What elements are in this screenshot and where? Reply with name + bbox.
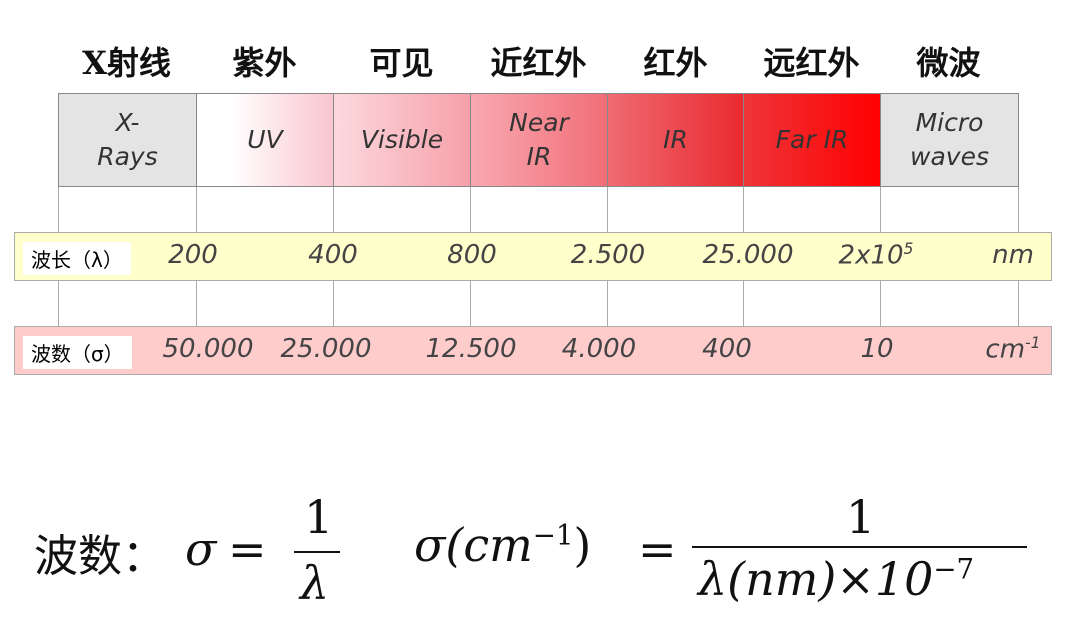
header-label: 红外: [643, 44, 708, 82]
wavenumber-value: 400: [702, 334, 752, 364]
wavelength-value: 400: [308, 240, 358, 270]
value-sup: -1: [1025, 334, 1041, 352]
value-base: cm: [985, 334, 1026, 365]
formula-lhs: σ: [185, 522, 217, 576]
formula2-lhs: σ(cm−1): [414, 518, 591, 572]
grid-line: [880, 187, 881, 232]
header-label: 近红外: [490, 44, 587, 82]
band-box: Visible: [333, 93, 471, 187]
wavelength-value: 2x105: [839, 240, 914, 271]
grid-line: [880, 281, 881, 326]
formula-label: 波数：: [34, 531, 166, 582]
grid-line: [743, 281, 744, 326]
wavenumber-value: 50.000: [162, 334, 254, 364]
wavelength-label: 波长（λ）: [23, 242, 131, 275]
wavenumber-label: 波数（σ）: [23, 336, 132, 369]
header-label: 微波: [916, 44, 981, 82]
fraction-bar: [294, 551, 340, 553]
wavenumber-value: 25.000: [280, 334, 372, 364]
formula2-lhs-end: ): [573, 518, 592, 572]
formula2-den-base: λ(nm)×10: [698, 552, 934, 606]
wavelength-value: 25.000: [702, 240, 794, 270]
grid-line: [1018, 281, 1019, 326]
wavelength-row: 波长（λ） 200 400 800 2.500 25.000 2x105 nm: [14, 232, 1052, 281]
wavelength-value: 800: [447, 240, 497, 270]
wavenumber-unit: cm-1: [985, 334, 1040, 365]
formula2-den: λ(nm)×10−7: [698, 552, 974, 606]
band-box: Micro waves: [880, 93, 1019, 187]
band-box: Near IR: [470, 93, 608, 187]
grid-line: [470, 187, 471, 232]
wavenumber-value: 12.500: [425, 334, 517, 364]
formula-eq: =: [228, 522, 267, 576]
grid-line: [58, 187, 59, 232]
value-base: 2x10: [838, 240, 904, 271]
wavelength-unit: nm: [992, 240, 1034, 270]
formula2-den-sup: −7: [933, 552, 975, 586]
grid-line: [607, 281, 608, 326]
band-box: IR: [607, 93, 744, 187]
value-sup: 5: [903, 240, 914, 258]
band-box: UV: [196, 93, 334, 187]
grid-line: [58, 281, 59, 326]
formula-den: λ: [300, 556, 330, 610]
band-box: X-Rays: [58, 93, 197, 187]
grid-line: [333, 187, 334, 232]
formula2-lhs-sup: −1: [532, 518, 574, 552]
grid-line: [470, 281, 471, 326]
grid-line: [196, 281, 197, 326]
header-label: 远红外: [763, 44, 860, 82]
band-box: Far IR: [743, 93, 881, 187]
fraction-bar: [692, 546, 1027, 548]
wavelength-value: 200: [168, 240, 218, 270]
wavenumber-value: 4.000: [561, 334, 637, 364]
grid-line: [607, 187, 608, 232]
header-label: X射线: [82, 44, 171, 82]
wavelength-value: 2.500: [570, 240, 646, 270]
wavenumber-row: 波数（σ） 50.000 25.000 12.500 4.000 400 10 cm-1: [14, 326, 1052, 375]
header-label: 紫外: [232, 44, 297, 82]
wavenumber-value: 10: [860, 334, 894, 364]
formula-num: 1: [304, 490, 334, 544]
formula2-lhs-base: σ(cm: [414, 518, 533, 572]
grid-line: [743, 187, 744, 232]
formula2-eq: =: [638, 522, 677, 576]
formula2-num: 1: [846, 490, 876, 544]
grid-line: [333, 281, 334, 326]
grid-line: [1018, 187, 1019, 232]
header-label: 可见: [369, 44, 434, 82]
grid-line: [196, 187, 197, 232]
